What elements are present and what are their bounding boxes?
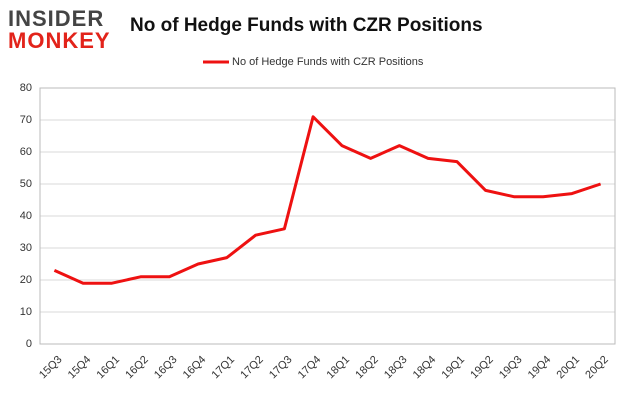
x-tick-label: 17Q4 [296,354,324,382]
x-tick-label: 16Q2 [123,354,151,382]
chart-title: No of Hedge Funds with CZR Positions [130,15,483,36]
line [53,115,602,285]
x-tick-label: 16Q3 [152,354,180,382]
y-tick-label: 30 [20,242,32,254]
x-tick-label: 17Q2 [238,354,266,382]
plot-border [39,87,616,345]
x-tick-label: 17Q3 [267,354,295,382]
legend-label: No of Hedge Funds with CZR Positions [232,56,424,68]
x-tick-label: 15Q3 [37,354,65,382]
x-tick-label: 19Q2 [468,354,496,382]
x-tick-label: 17Q1 [210,354,238,382]
y-tick-label: 80 [20,82,32,94]
x-tick-label: 19Q3 [497,354,525,382]
x-tick-label: 20Q2 [583,354,611,382]
logo-top: INSIDER [8,6,104,31]
x-tick-label: 18Q4 [411,354,439,382]
y-tick-label: 20 [20,274,32,286]
x-tick-label: 20Q1 [555,354,583,382]
x-tick-label: 18Q2 [353,354,381,382]
x-tick-label: 15Q4 [66,354,94,382]
x-tick-label: 18Q1 [325,354,353,382]
x-tick-label: 16Q4 [181,354,209,382]
y-tick-label: 60 [20,146,32,158]
logo-bottom: MONKEY [8,28,111,53]
y-tick-label: 0 [26,338,32,350]
x-tick-label: 16Q1 [95,354,123,382]
y-tick-label: 50 [20,178,32,190]
y-tick-label: 70 [20,114,32,126]
x-tick-label: 18Q3 [382,354,410,382]
y-tick-label: 40 [20,210,32,222]
y-tick-label: 10 [20,306,32,318]
x-tick-label: 19Q4 [526,354,554,382]
x-tick-label: 19Q1 [440,354,468,382]
